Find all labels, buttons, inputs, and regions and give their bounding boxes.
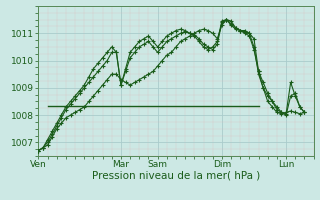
X-axis label: Pression niveau de la mer( hPa ): Pression niveau de la mer( hPa )	[92, 171, 260, 181]
